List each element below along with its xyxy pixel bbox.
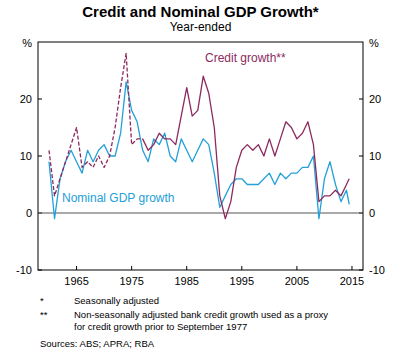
x-tick	[241, 266, 242, 270]
y-tick	[38, 270, 42, 271]
x-tick	[131, 266, 132, 270]
footnote-marker: *	[40, 295, 44, 306]
footnote: Non-seasonally adjusted bank credit grow…	[74, 309, 328, 320]
y-tick	[359, 156, 363, 157]
y-tick-label: -10	[369, 264, 385, 276]
y-tick-label: 0	[369, 207, 375, 219]
x-tick	[76, 266, 77, 270]
y-tick-label: -10	[16, 264, 32, 276]
footnote-marker: **	[40, 309, 48, 320]
y-unit-right: %	[369, 37, 379, 49]
x-tick-label: 1985	[174, 275, 198, 287]
subtitle: Year-ended	[170, 20, 232, 34]
x-tick	[296, 266, 297, 270]
y-tick	[38, 156, 42, 157]
y-tick	[38, 99, 42, 100]
series-label: Credit growth**	[205, 51, 286, 65]
x-tick	[351, 266, 352, 270]
plot-area	[49, 53, 349, 218]
y-tick-label: 10	[369, 150, 381, 162]
x-tick-label: 2015	[340, 275, 364, 287]
x-tick-label: 1965	[64, 275, 88, 287]
y-tick	[359, 270, 363, 271]
zero-line	[38, 213, 363, 214]
y-tick-label: 0	[26, 207, 32, 219]
x-tick-label: 2005	[285, 275, 309, 287]
y-tick-label: 10	[20, 150, 32, 162]
source: Sources: ABS; APRA; RBA	[40, 338, 155, 349]
series-line	[49, 53, 143, 196]
plot-frame	[38, 42, 363, 270]
series-label: Nominal GDP growth	[62, 191, 175, 205]
footnote: Seasonally adjusted	[74, 295, 159, 306]
y-tick-label: 20	[20, 93, 32, 105]
footnote: for credit growth prior to September 197…	[74, 321, 247, 332]
title: Credit and Nominal GDP Growth*	[82, 3, 319, 20]
y-tick	[359, 99, 363, 100]
y-unit-left: %	[22, 37, 32, 49]
y-tick-label: 20	[369, 93, 381, 105]
x-tick	[186, 266, 187, 270]
x-tick-label: 1995	[230, 275, 254, 287]
chart: Credit and Nominal GDP Growth*Year-ended…	[0, 0, 401, 362]
x-tick-label: 1975	[119, 275, 143, 287]
